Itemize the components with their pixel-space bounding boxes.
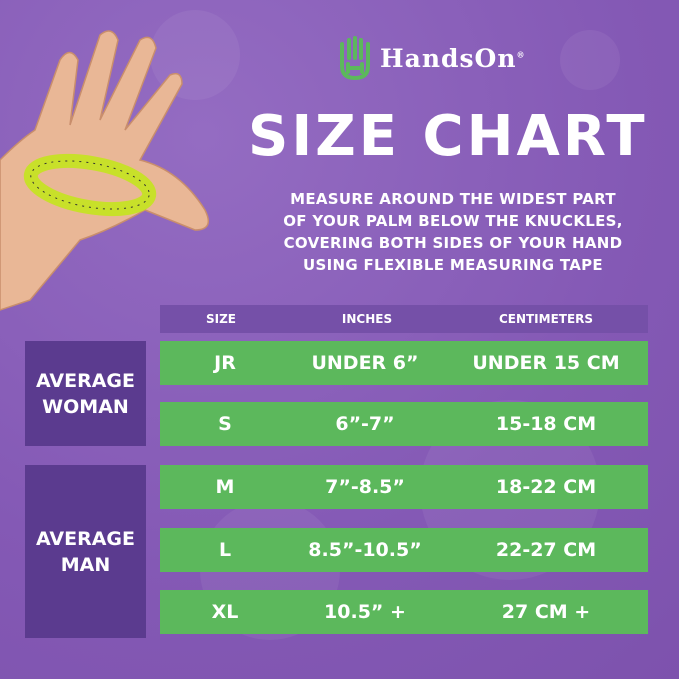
inches-cell: 8.5”-10.5” <box>308 539 422 561</box>
table-row: XL 10.5” + 27 CM + <box>160 590 648 634</box>
brand-name-text: HandsOn <box>380 43 517 73</box>
background-bubble <box>560 30 620 90</box>
green-hand-icon <box>340 36 370 80</box>
cm-cell: 18-22 CM <box>495 476 597 498</box>
group-label: MAN <box>60 553 111 576</box>
size-cell: L <box>218 539 232 561</box>
hand-with-measuring-tape-image <box>0 30 210 311</box>
cm-cell: 22-27 CM <box>495 539 597 561</box>
inches-cell: UNDER 6” <box>311 352 419 374</box>
table-row: M 7”-8.5” 18-22 CM <box>160 465 648 509</box>
cm-cell: 27 CM + <box>501 601 591 623</box>
header-inches: INCHES <box>341 312 393 326</box>
table-row: L 8.5”-10.5” 22-27 CM <box>160 528 648 572</box>
cm-cell: 15-18 CM <box>495 413 597 435</box>
table-header: SIZE INCHES CENTIMETERS <box>160 305 648 333</box>
group-label: AVERAGE <box>35 369 135 392</box>
trademark: ® <box>516 49 526 60</box>
inches-cell: 10.5” + <box>324 601 406 623</box>
header-size: SIZE <box>205 312 237 326</box>
instruction-line: COVERING BOTH SIDES OF YOUR HAND <box>283 234 623 252</box>
group-average-woman: AVERAGE WOMAN <box>25 341 146 446</box>
table-row: S 6”-7” 15-18 CM <box>160 402 648 446</box>
size-cell: S <box>218 413 232 435</box>
group-label: AVERAGE <box>35 527 135 550</box>
inches-cell: 6”-7” <box>335 413 395 435</box>
brand-logo: HandsOn® <box>338 36 526 80</box>
instruction-line: MEASURE AROUND THE WIDEST PART <box>290 190 616 208</box>
measuring-instructions: MEASURE AROUND THE WIDEST PART OF YOUR P… <box>238 188 668 276</box>
cm-cell: UNDER 15 CM <box>472 352 620 374</box>
instruction-line: OF YOUR PALM BELOW THE KNUCKLES, <box>283 212 623 230</box>
size-cell: M <box>215 476 235 498</box>
inches-cell: 7”-8.5” <box>325 476 405 498</box>
table-row: JR UNDER 6” UNDER 15 CM <box>160 341 648 385</box>
size-cell: XL <box>211 601 239 623</box>
instruction-line: USING FLEXIBLE MEASURING TAPE <box>303 256 603 274</box>
page-title: SIZE CHART <box>248 104 648 169</box>
brand-name: HandsOn® <box>380 44 526 73</box>
group-label: WOMAN <box>42 395 129 418</box>
size-cell: JR <box>214 352 236 374</box>
header-centimeters: CENTIMETERS <box>498 312 594 326</box>
group-average-man: AVERAGE MAN <box>25 465 146 638</box>
